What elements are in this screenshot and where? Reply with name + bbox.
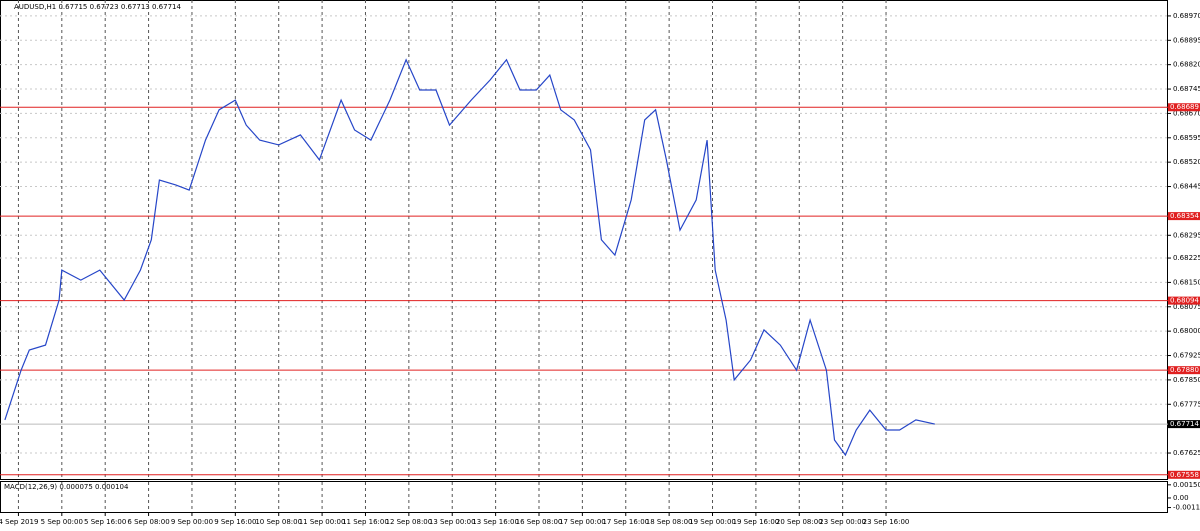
x-tick-label: 11 Sep 16:00 [342,518,389,526]
x-tick-label: 10 Sep 08:00 [255,518,302,526]
level-label: 0.68354 [1170,212,1199,220]
y-tick-label: 0.68670 [1173,109,1200,117]
level-label: 0.68094 [1170,297,1199,305]
y-tick-label: 0.68225 [1173,254,1200,262]
y-tick-label: 0.68745 [1173,85,1200,93]
y-tick-label: 0.68820 [1173,61,1200,69]
x-tick-label: 18 Sep 08:00 [646,518,693,526]
chart-header: AUDUSD,H1 0.67715 0.67723 0.67713 0.6771… [14,3,181,11]
y-tick-label: 0.67850 [1173,376,1200,384]
x-tick-label: 13 Sep 00:00 [429,518,476,526]
x-tick-label: 17 Sep 00:00 [559,518,606,526]
x-tick-label: 9 Sep 00:00 [171,518,213,526]
open: 0.67715 [58,3,87,11]
level-tag [1168,470,1200,479]
level-tag [1168,212,1200,221]
y-tick-label: 0.68000 [1173,327,1200,335]
x-tick-label: 12 Sep 08:00 [385,518,432,526]
symbol: AUDUSD,H1 [14,3,56,11]
level-label: 0.67558 [1170,471,1199,479]
close: 0.67714 [152,3,181,11]
y-tick-label: 0.68075 [1173,303,1200,311]
y-tick-label: 0.67775 [1173,400,1200,408]
low: 0.67713 [121,3,150,11]
macd-y-tick-label: 0.00 [1173,494,1189,502]
main-frame [0,0,1168,480]
y-tick-label: 0.67625 [1173,449,1200,457]
x-tick-label: 9 Sep 16:00 [214,518,256,526]
macd-main: 0.000075 [59,483,92,491]
macd-name: MACD(12,26,9) [4,483,57,491]
macd-frame [0,481,1168,513]
y-tick-label: 0.68150 [1173,278,1200,286]
price-line [4,58,935,457]
current-label: 0.67714 [1170,420,1199,428]
level-tag [1168,296,1200,305]
level-label: 0.68689 [1170,103,1199,111]
x-tick-label: 5 Sep 00:00 [41,518,83,526]
macd-y-tick-label: -0.00110 [1173,504,1200,512]
y-tick-label: 0.68595 [1173,134,1200,142]
y-tick-label: 0.68520 [1173,158,1200,166]
y-tick-label: 0.68295 [1173,231,1200,239]
x-tick-label: 13 Sep 16:00 [472,518,519,526]
current-tag [1168,420,1200,429]
x-tick-label: 19 Sep 16:00 [733,518,780,526]
y-tick-label: 0.68970 [1173,12,1200,20]
x-tick-label: 20 Sep 08:00 [776,518,823,526]
macd-signal: 0.000104 [95,483,129,491]
level-tag [1168,366,1200,375]
x-tick-label: 11 Sep 00:00 [299,518,346,526]
x-tick-label: 4 Sep 2019 [0,518,38,526]
x-tick-label: 6 Sep 08:00 [127,518,169,526]
y-tick-label: 0.68445 [1173,183,1200,191]
macd-y-tick-label: 0.001505 [1173,481,1200,489]
y-tick-label: 0.67925 [1173,352,1200,360]
macd-header: MACD(12,26,9) 0.000075 0.000104 [4,483,129,491]
x-tick-label: 19 Sep 00:00 [689,518,736,526]
x-tick-label: 23 Sep 16:00 [863,518,910,526]
high: 0.67723 [90,3,119,11]
x-tick-label: 17 Sep 16:00 [602,518,649,526]
level-tag [1168,103,1200,112]
x-tick-label: 23 Sep 00:00 [819,518,866,526]
x-tick-label: 5 Sep 16:00 [84,518,126,526]
x-tick-label: 16 Sep 08:00 [516,518,563,526]
level-label: 0.67880 [1170,366,1199,374]
y-tick-label: 0.68895 [1173,36,1200,44]
